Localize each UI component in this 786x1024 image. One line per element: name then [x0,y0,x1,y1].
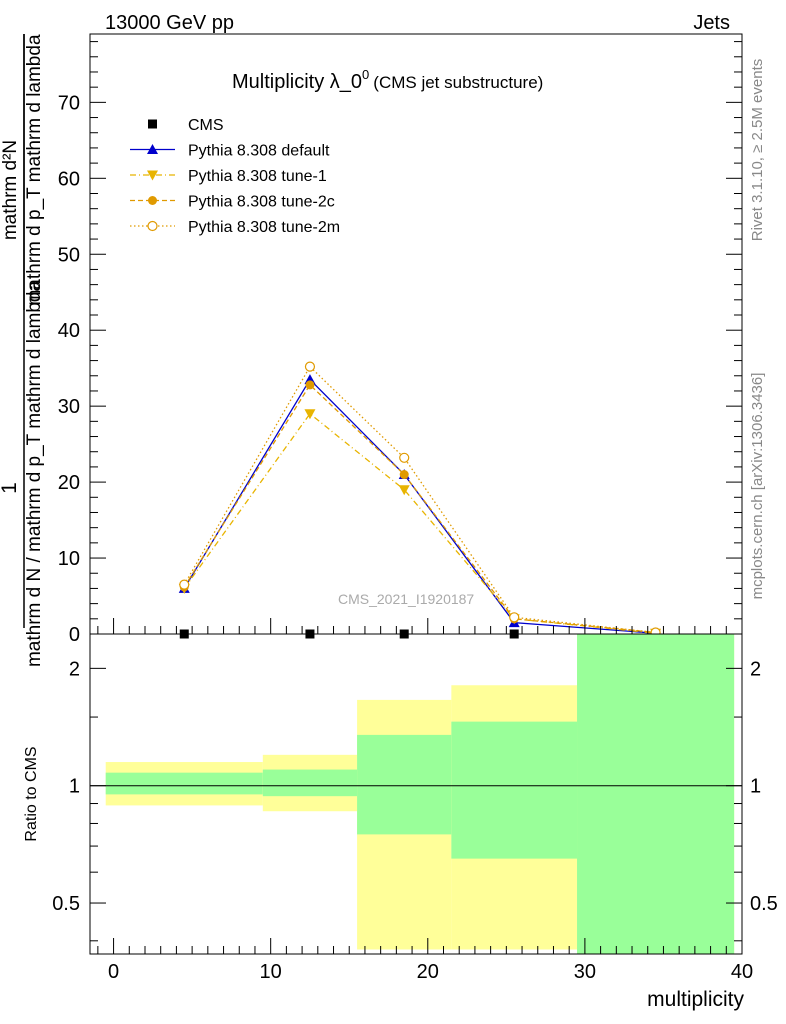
legend-item-1: Pythia 8.308 default [130,143,330,160]
legend-label: Pythia 8.308 default [188,143,330,160]
main-y-tick-label: 10 [58,548,80,570]
series-4 [179,361,661,638]
ratio-band-green-2 [357,734,452,835]
y-label-top-numerator: mathrm d²N [0,140,21,240]
legend-marker [148,196,157,205]
ratio-band-green-0 [105,772,263,795]
data-point-4-0 [179,579,190,590]
y-label-numerator: 1 [0,482,21,494]
chart-title-superscript: 0 [362,67,369,82]
legend-marker [147,170,158,181]
x-tick-label: 10 [260,961,282,983]
data-point-3-1 [305,380,315,390]
legend-label: Pythia 8.308 tune-1 [188,168,327,185]
ratio-band-green-4 [577,634,735,954]
rivet-version-label: Rivet 3.1.10, ≥ 2.5M events [749,59,766,242]
mcplots-label: mcplots.cern.ch [arXiv:1306.3436] [749,373,766,600]
ratio-plot-frame [89,633,743,955]
x-tick-label: 40 [731,961,753,983]
x-axis-label: multiplicity [647,988,744,1011]
data-point-4-2 [399,452,410,463]
x-tick-label: 30 [574,961,596,983]
y-label-denominator: mathrm d N / mathrm d p_T mathrm d lambd… [24,281,45,668]
legend-item-4: Pythia 8.308 tune-2m [130,219,340,236]
main-y-tick-label: 30 [58,396,80,418]
series-line-3 [183,383,656,634]
legend-marker [148,119,157,129]
main-y-tick-label: 0 [69,624,80,646]
main-y-tick-label: 60 [58,168,80,190]
ratio-y-tick-label-right: 2 [750,658,761,680]
ratio-y-tick-label: 1 [69,776,80,798]
x-tick-label: 20 [417,961,439,983]
ratio-y-tick-label: 0.5 [52,893,80,915]
legend: CMS Pythia 8.308 default Pythia 8.308 tune… [130,117,340,236]
chart-title: Multiplicity λ_00 (CMS jet substructure) [232,67,543,93]
data-point-3-2 [399,470,409,480]
y-label-top-denominator: mathrm d p_T mathrm d lambda [24,34,45,305]
legend-marker [147,144,158,154]
legend-item-0: CMS [148,117,224,134]
analysis-watermark: CMS_2021_I1920187 [338,591,474,607]
main-y-tick-label: 20 [58,472,80,494]
legend-item-3: Pythia 8.308 tune-2c [130,194,335,211]
main-y-tick-label: 70 [58,92,80,114]
ratio-band-green-1 [262,769,358,797]
legend-label: Pythia 8.308 tune-2c [188,194,335,211]
legend-item-2: Pythia 8.308 tune-1 [130,168,327,185]
x-tick-label: 0 [108,961,119,983]
collision-label: 13000 GeV pp [105,12,234,34]
main-y-tick-label: 40 [58,320,80,342]
data-point-4-3 [509,612,520,623]
main-y-tick-label: 50 [58,244,80,266]
legend-marker [147,220,158,232]
series-line-2 [183,412,656,634]
data-point-2-1 [304,409,316,420]
ratio-y-tick-label-right: 0.5 [750,893,778,915]
ratio-plot-panel: 0 10 20 30 40 0.5 0.5 1 1 2 2 Ratio to CMS multipl… [23,618,778,1011]
ratio-y-tick-label: 2 [69,658,80,680]
ratio-y-tick-label-right: 1 [750,776,761,798]
chart-subtitle: (CMS jet substructure) [373,73,543,92]
legend-label: Pythia 8.308 tune-2m [188,219,340,236]
ratio-y-axis-label: Ratio to CMS [23,746,40,841]
ratio-band-green-3 [451,721,578,859]
legend-label: CMS [188,117,224,134]
analysis-category-label: Jets [693,12,730,34]
main-y-axis-label: 1 mathrm d N / mathrm d p_T mathrm d lam… [0,34,45,667]
chart-title-main: Multiplicity λ_0 [232,71,362,93]
data-point-4-1 [304,361,316,372]
data-point-2-2 [398,485,410,496]
